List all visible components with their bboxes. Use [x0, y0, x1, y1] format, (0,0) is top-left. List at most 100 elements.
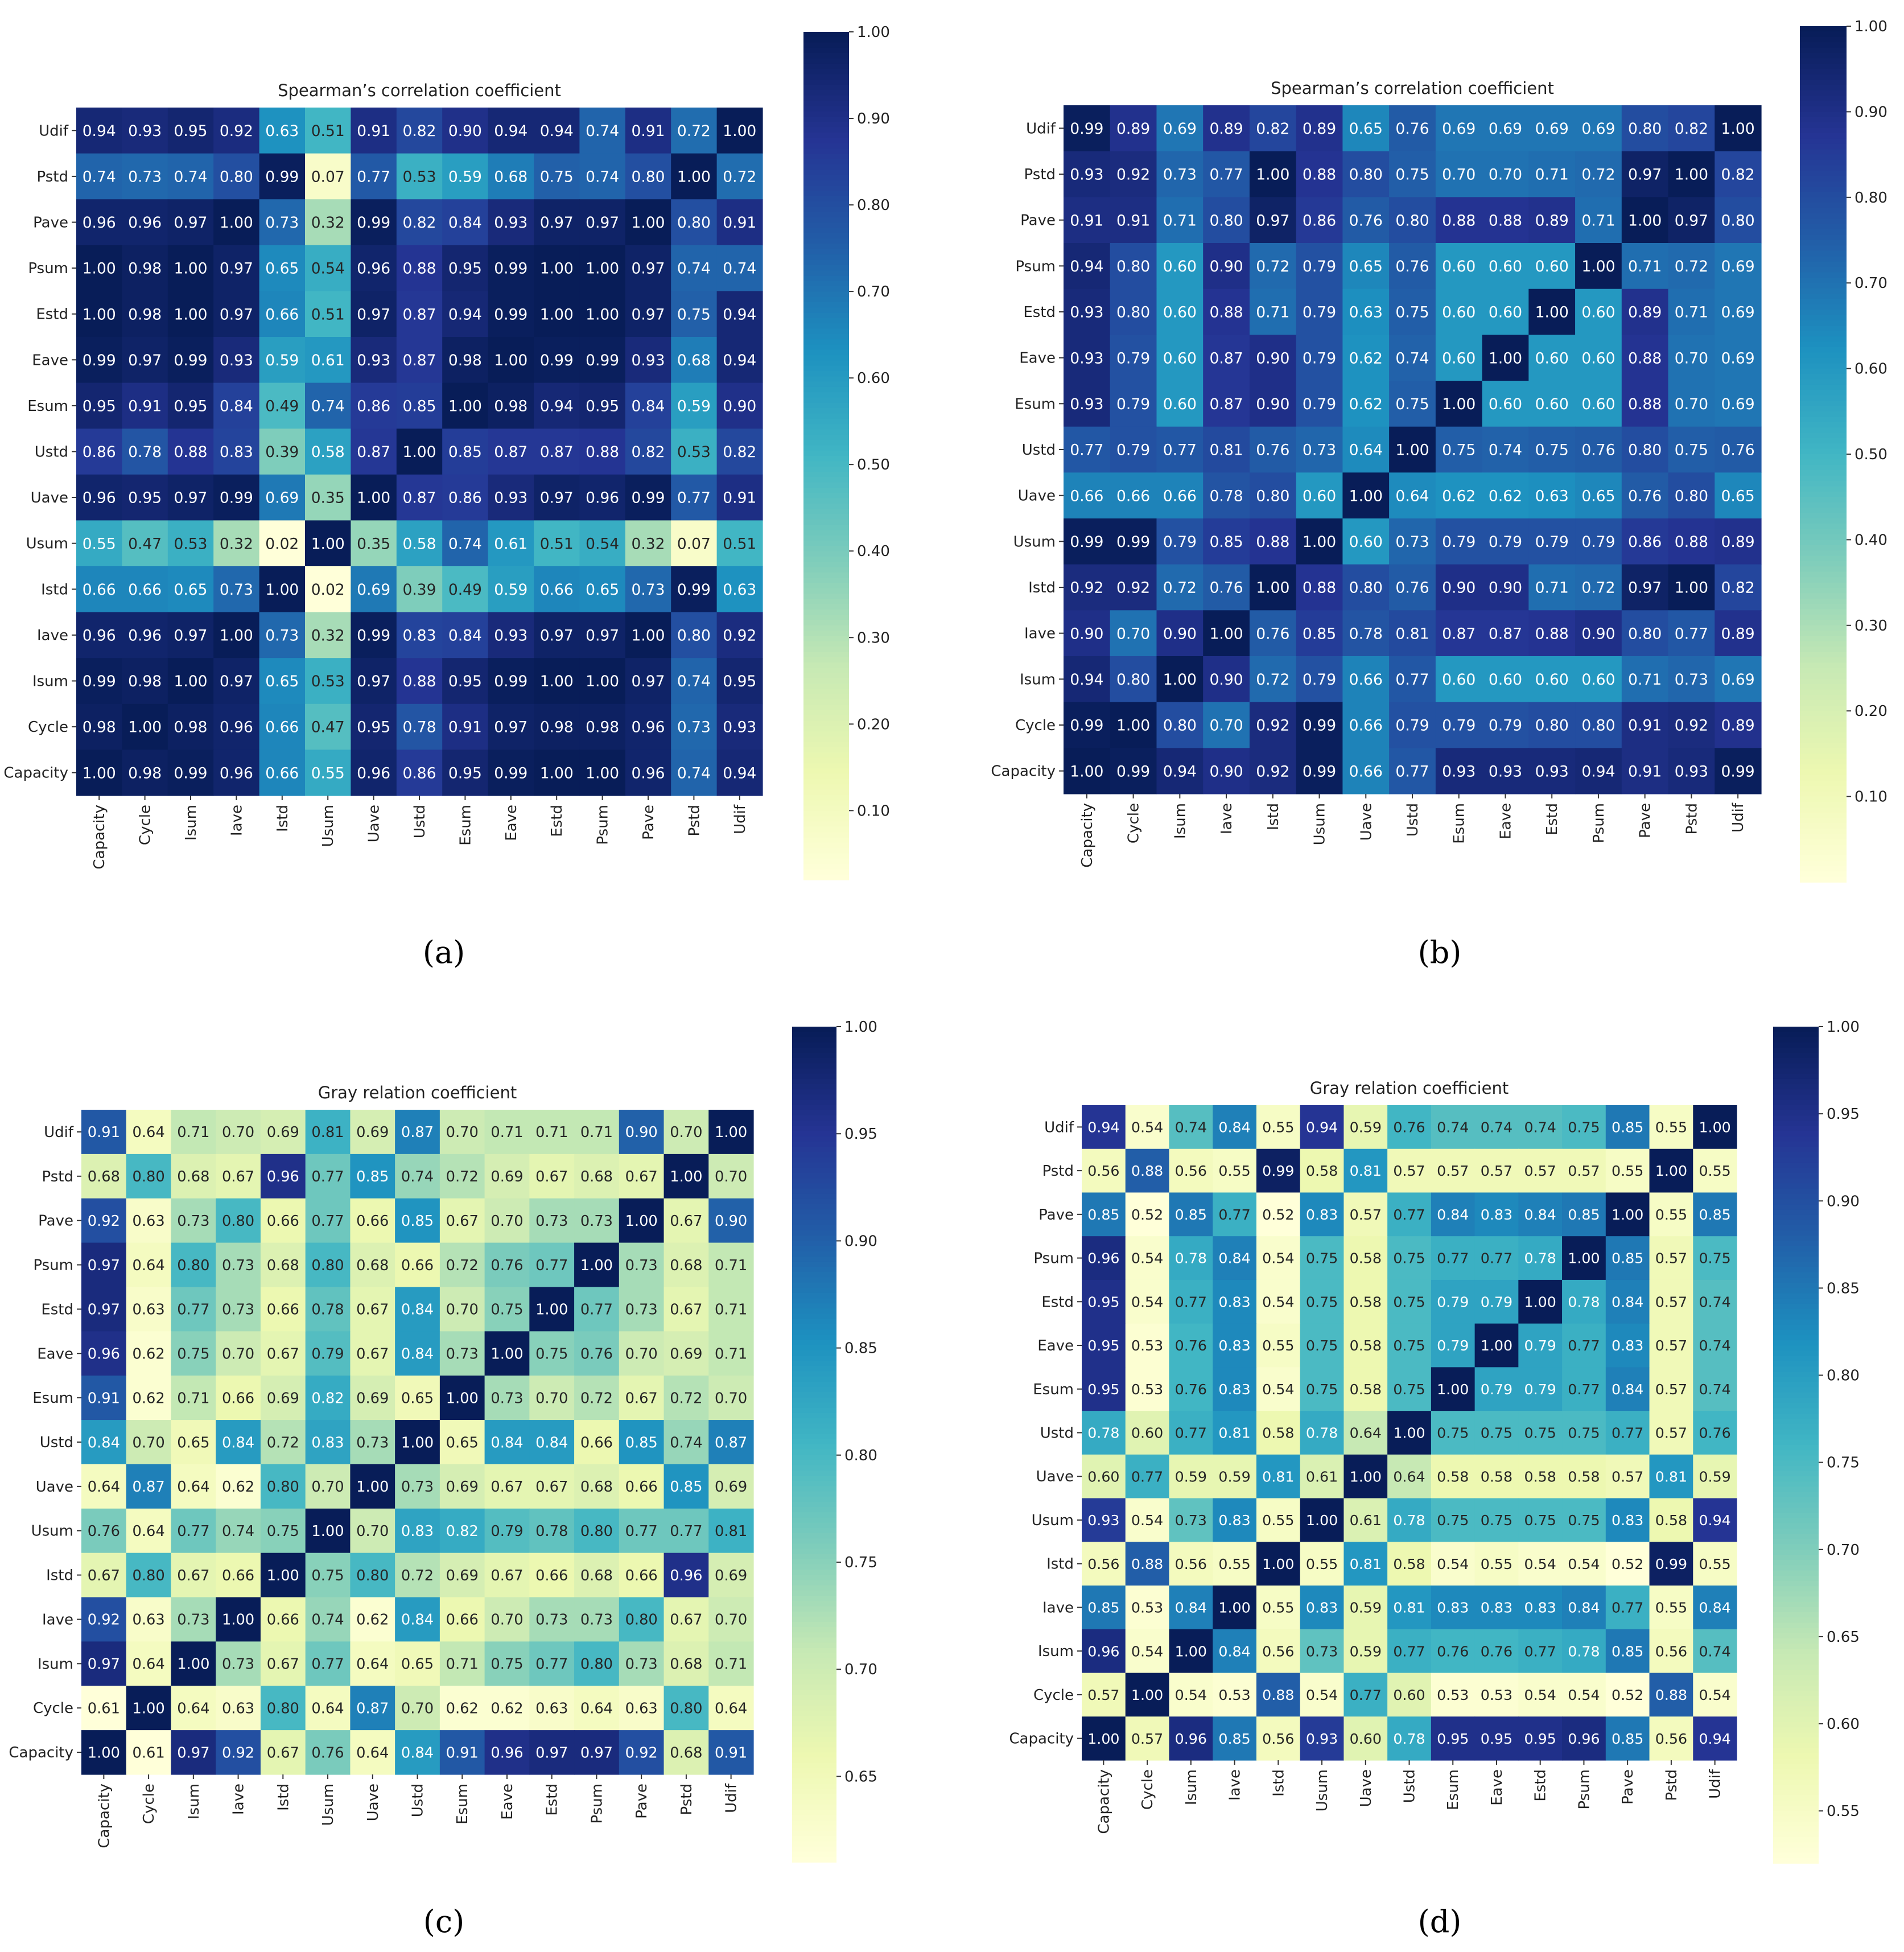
heatmap-cell [534, 658, 580, 705]
cell-value-label: 0.68 [580, 1567, 613, 1584]
colorbar-segment [803, 440, 849, 446]
cell-value-label: 0.88 [1628, 396, 1662, 413]
cell-value-label: 0.83 [1218, 1512, 1250, 1529]
cell-value-label: 0.70 [401, 1700, 434, 1717]
colorbar-segment [803, 503, 849, 509]
heatmap-cell [1482, 105, 1529, 152]
heatmap-cell [260, 1464, 306, 1509]
colorbar-tick-label: 0.60 [1854, 361, 1887, 378]
cell-value-label: 0.90 [1442, 579, 1476, 597]
panel-label: (c) [423, 1904, 464, 1939]
heatmap-cell [1435, 610, 1483, 657]
heatmap-cell [625, 199, 671, 246]
cell-value-label: 0.55 [83, 535, 116, 553]
colorbar-segment [1800, 315, 1847, 321]
cell-value-label: 0.64 [177, 1700, 209, 1717]
y-tick-label: Eave [37, 1345, 73, 1362]
cell-value-label: 0.96 [83, 627, 116, 644]
colorbar-segment [803, 302, 849, 308]
cell-value-label: 0.74 [586, 122, 619, 140]
cell-value-label: 0.97 [535, 1744, 568, 1761]
cell-value-label: 0.99 [83, 352, 116, 369]
cell-value-label: 0.77 [1163, 442, 1197, 459]
colorbar-segment [1773, 1424, 1819, 1430]
cell-value-label: 0.87 [494, 443, 527, 461]
cell-value-label: 0.68 [580, 1479, 613, 1496]
heatmap-cell [396, 566, 443, 613]
heatmap-cell [1249, 610, 1297, 657]
heatmap-cell [442, 474, 489, 521]
heatmap-cell [305, 566, 351, 613]
cell-value-label: 0.67 [491, 1479, 523, 1496]
cell-value-label: 0.74 [1481, 1119, 1513, 1135]
colorbar-segment [792, 1805, 836, 1811]
cell-value-label: 0.69 [356, 1124, 389, 1141]
colorbar-segment [803, 413, 849, 419]
cell-value-label: 0.85 [401, 1213, 434, 1230]
cell-value-label: 1.00 [1087, 1731, 1119, 1747]
heatmap-cell [171, 1331, 216, 1376]
heatmap-cell [1156, 656, 1204, 703]
cell-value-label: 0.91 [88, 1390, 120, 1407]
cell-value-label: 0.97 [494, 719, 527, 736]
heatmap-cell [1064, 335, 1111, 381]
cell-value-label: 0.75 [1481, 1425, 1513, 1442]
colorbar-segment [1773, 1142, 1819, 1148]
x-tick-label: Isum [1172, 803, 1189, 839]
colorbar-segment [803, 710, 849, 716]
colorbar-segment [803, 296, 849, 303]
cell-value-label: 0.97 [586, 627, 619, 644]
colorbar-segment [1800, 448, 1847, 455]
cell-value-label: 1.00 [580, 1257, 613, 1274]
cell-value-label: 0.55 [1699, 1163, 1730, 1179]
cell-value-label: 0.73 [1163, 166, 1197, 184]
colorbar-segment [1800, 604, 1847, 610]
cell-value-label: 0.73 [401, 1479, 434, 1496]
colorbar-segment [792, 1784, 836, 1790]
colorbar-segment [1773, 1162, 1819, 1168]
cell-value-label: 0.62 [491, 1700, 523, 1717]
cell-value-label: 0.62 [1489, 487, 1522, 505]
cell-value-label: 0.94 [540, 397, 574, 415]
colorbar-segment [803, 244, 849, 250]
heatmap-cell [1668, 518, 1715, 565]
cell-value-label: 0.89 [1303, 120, 1336, 138]
heatmap-cell [213, 153, 260, 200]
colorbar-segment [792, 1642, 836, 1649]
colorbar-segment [803, 307, 849, 314]
cell-value-label: 0.84 [1699, 1600, 1730, 1616]
x-tick-label: Pstd [1663, 1769, 1680, 1801]
x-tick-label: Estd [549, 805, 566, 837]
heatmap-cell [1435, 105, 1483, 152]
heatmap-cell [1156, 610, 1204, 657]
heatmap-cell [350, 1464, 395, 1509]
colorbar-tick-label: 0.65 [1827, 1629, 1860, 1646]
heatmap-cell [1621, 702, 1669, 748]
cell-value-label: 0.87 [132, 1479, 164, 1496]
colorbar-segment [803, 127, 849, 133]
heatmap-cell [1064, 518, 1111, 565]
heatmap-cell [167, 199, 214, 246]
cell-value-label: 0.93 [723, 719, 756, 736]
cell-value-label: 0.66 [83, 581, 116, 599]
colorbar-segment [1800, 272, 1847, 278]
heatmap-cell [167, 658, 214, 705]
cell-value-label: 0.95 [1087, 1337, 1119, 1354]
colorbar-segment [803, 699, 849, 706]
colorbar-segment [792, 1570, 836, 1576]
cell-value-label: 0.74 [1699, 1381, 1730, 1398]
cell-value-label: 0.75 [1524, 1425, 1556, 1442]
cell-value-label: 0.77 [1612, 1600, 1643, 1616]
colorbar-segment [1800, 176, 1847, 182]
colorbar-segment [1800, 224, 1847, 230]
heatmap-cell [529, 1464, 575, 1509]
cell-value-label: 0.60 [1442, 671, 1476, 689]
cell-value-label: 0.76 [1175, 1381, 1207, 1398]
cell-value-label: 0.99 [540, 352, 574, 369]
heatmap-cell [1064, 702, 1111, 748]
cell-value-label: 0.78 [128, 443, 162, 461]
y-tick-label: Usum [26, 536, 68, 553]
cell-value-label: 0.78 [1087, 1425, 1119, 1442]
colorbar-segment [792, 1470, 836, 1476]
cell-value-label: 0.93 [1070, 349, 1103, 367]
